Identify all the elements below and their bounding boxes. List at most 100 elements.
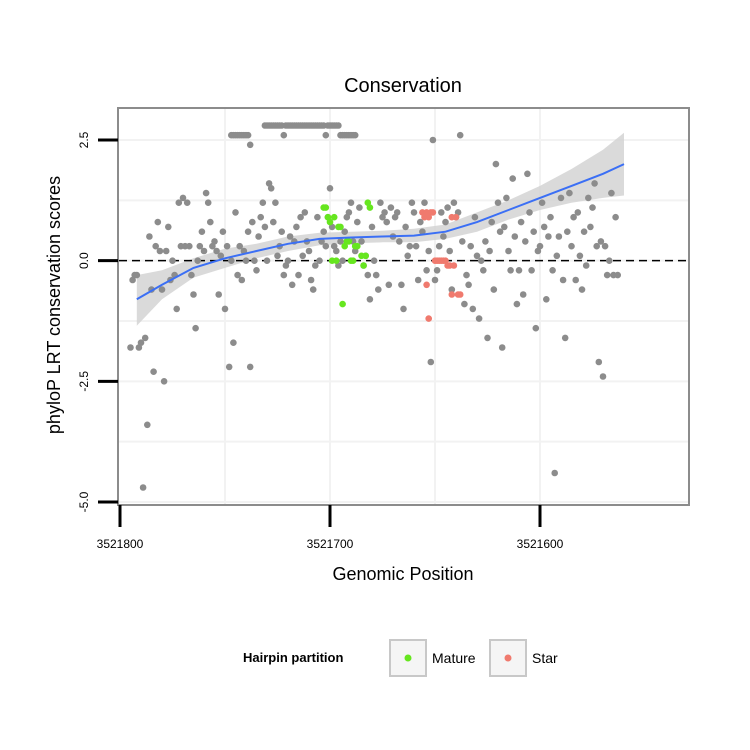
smooth-fit-line	[136, 163, 625, 301]
point-other	[561, 334, 569, 342]
point-other	[188, 271, 195, 279]
smooth-fit-layer	[136, 163, 625, 301]
point-other	[528, 267, 535, 274]
point-other	[597, 238, 605, 245]
point-other	[154, 218, 162, 226]
point-other	[335, 122, 342, 129]
point-other	[202, 189, 210, 197]
point-other	[354, 218, 361, 226]
point-other	[557, 194, 565, 202]
point-other	[307, 276, 315, 284]
data-points	[127, 122, 621, 491]
y-tick-label: 2.5	[77, 131, 91, 148]
point-other	[589, 204, 596, 211]
point-mature	[337, 223, 344, 231]
point-other	[230, 339, 237, 347]
point-other	[570, 213, 577, 221]
point-other	[316, 257, 323, 265]
point-other	[165, 223, 172, 231]
point-other	[351, 131, 359, 139]
point-other	[396, 238, 403, 245]
point-other	[150, 368, 157, 376]
point-mature	[349, 257, 357, 265]
point-other	[228, 257, 235, 265]
point-mature	[326, 218, 334, 226]
point-other	[509, 175, 516, 182]
point-other	[293, 223, 300, 231]
x-tick-label: 3521700	[307, 537, 354, 551]
point-other	[503, 194, 510, 202]
point-other	[169, 257, 176, 265]
point-other	[398, 281, 405, 289]
point-other	[341, 228, 349, 235]
point-other	[358, 238, 365, 245]
point-other	[480, 267, 487, 274]
point-other	[593, 242, 600, 250]
point-other	[383, 218, 391, 226]
point-star	[429, 209, 437, 216]
point-other	[127, 344, 134, 351]
point-other	[578, 286, 586, 293]
point-other	[507, 267, 514, 274]
point-other	[284, 257, 292, 265]
point-other	[402, 223, 409, 231]
point-other	[553, 252, 561, 260]
legend-title: Hairpin partition	[243, 650, 343, 665]
point-mature	[333, 257, 340, 265]
legend-marker-mature	[404, 654, 412, 662]
point-other	[309, 286, 317, 293]
point-other	[345, 209, 353, 216]
point-other	[242, 257, 250, 265]
point-other	[498, 344, 506, 351]
point-other	[175, 199, 183, 206]
point-other	[288, 281, 296, 289]
point-other	[517, 218, 525, 226]
point-other	[574, 209, 582, 216]
point-other	[603, 271, 611, 279]
point-other	[297, 213, 304, 221]
point-other	[519, 291, 527, 298]
point-other	[555, 233, 563, 240]
point-other	[211, 238, 218, 245]
point-other	[473, 252, 481, 260]
point-other	[471, 213, 479, 221]
point-other	[505, 247, 512, 255]
point-other	[141, 334, 149, 342]
point-other	[158, 286, 166, 293]
point-other	[219, 228, 227, 235]
point-other	[549, 267, 556, 274]
y-tick-label: -2.5	[77, 371, 91, 392]
point-other	[438, 209, 445, 216]
point-other	[532, 324, 540, 332]
point-other	[591, 180, 598, 187]
point-star	[456, 291, 464, 298]
point-other	[375, 286, 382, 293]
point-other	[301, 209, 309, 216]
y-axis-label: phyloP LRT conservation scores	[44, 176, 64, 434]
point-other	[467, 242, 475, 250]
point-other	[446, 247, 454, 255]
point-other	[580, 228, 588, 235]
point-other	[450, 199, 458, 206]
point-other	[595, 358, 603, 366]
point-other	[488, 218, 496, 226]
point-other	[490, 286, 498, 293]
point-other	[494, 199, 502, 206]
point-other	[198, 228, 206, 235]
point-other	[366, 296, 374, 303]
point-other	[215, 291, 222, 298]
point-other	[200, 247, 208, 255]
point-other	[173, 305, 180, 313]
point-other	[484, 334, 491, 342]
point-other	[225, 363, 233, 371]
point-other	[469, 305, 477, 313]
point-other	[263, 257, 271, 265]
x-axis-ticks: 3521800 3521700 3521600	[97, 505, 564, 551]
point-other	[312, 262, 319, 269]
point-other	[137, 339, 145, 347]
point-other	[259, 199, 267, 206]
point-other	[305, 247, 313, 255]
point-other	[249, 218, 256, 226]
point-mature	[345, 238, 353, 245]
point-other	[608, 189, 615, 197]
